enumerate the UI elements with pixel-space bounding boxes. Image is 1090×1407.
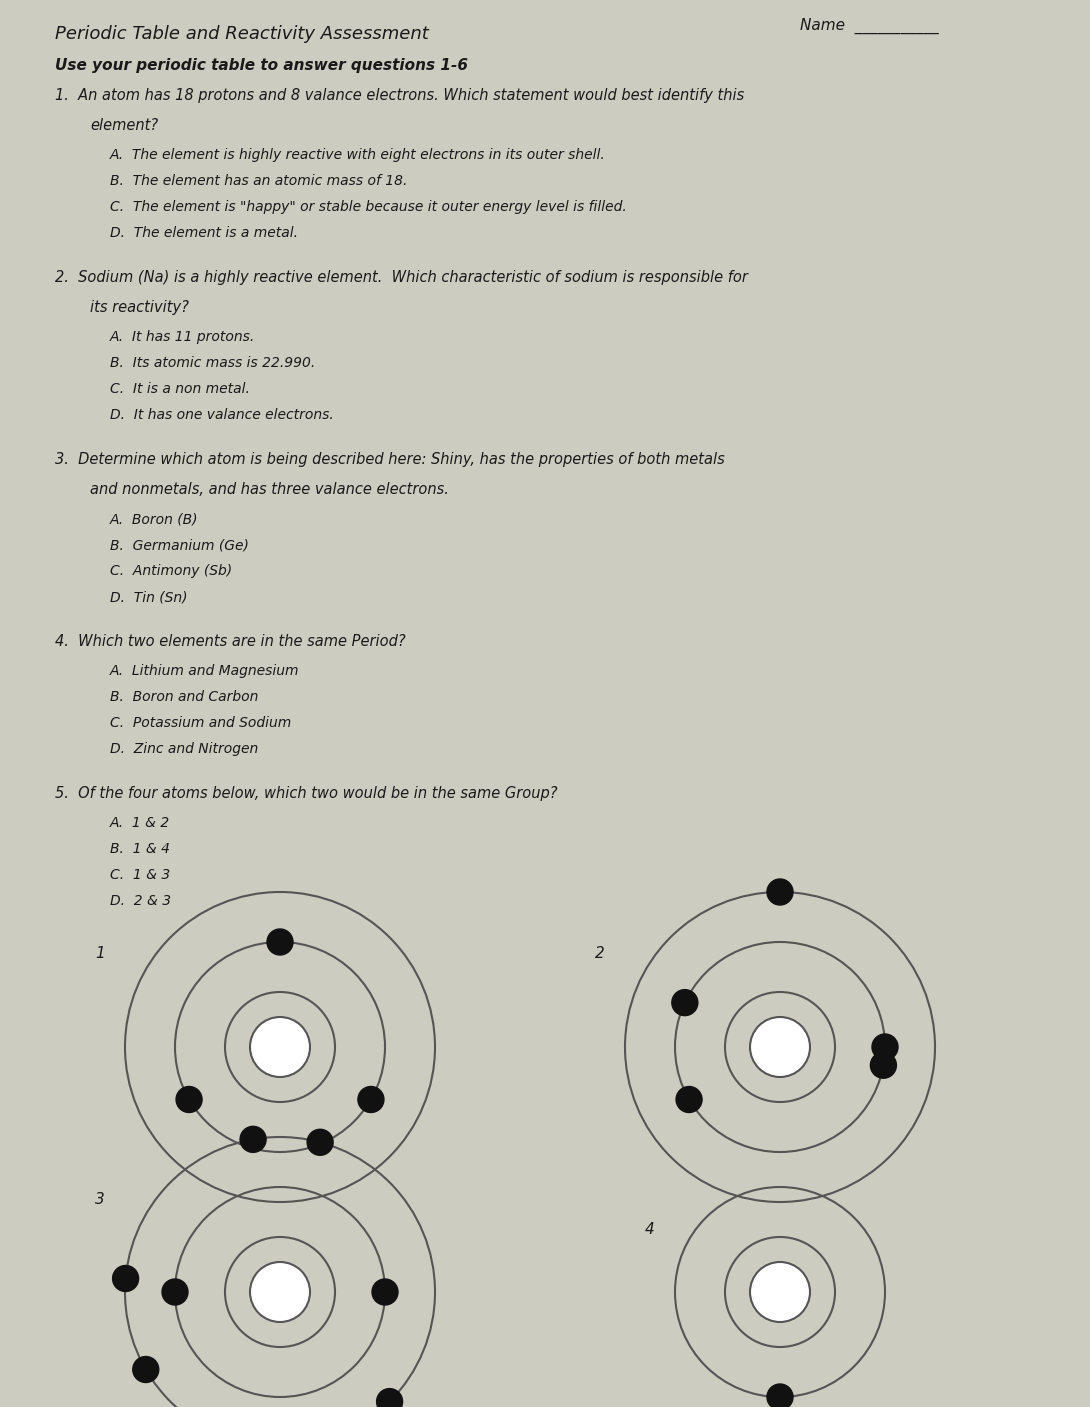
Text: 5.  Of the four atoms below, which two would be in the same Group?: 5. Of the four atoms below, which two wo… [54, 787, 557, 801]
Text: 3: 3 [95, 1192, 105, 1206]
Circle shape [112, 1265, 138, 1292]
Circle shape [358, 1086, 384, 1113]
Circle shape [240, 1127, 266, 1152]
Circle shape [162, 1279, 187, 1306]
Circle shape [250, 1262, 310, 1323]
Text: Use your periodic table to answer questions 1-6: Use your periodic table to answer questi… [54, 58, 468, 73]
Text: A.  The element is highly reactive with eight electrons in its outer shell.: A. The element is highly reactive with e… [110, 148, 606, 162]
Circle shape [250, 1017, 310, 1076]
Circle shape [750, 1262, 810, 1323]
Text: B.  1 & 4: B. 1 & 4 [110, 841, 170, 855]
Circle shape [671, 989, 698, 1016]
Circle shape [767, 1384, 794, 1407]
Circle shape [267, 929, 293, 955]
Circle shape [307, 1130, 334, 1155]
Circle shape [750, 1017, 810, 1076]
Text: B.  Germanium (Ge): B. Germanium (Ge) [110, 537, 249, 552]
Text: D.  2 & 3: D. 2 & 3 [110, 893, 171, 908]
Text: B.  Boron and Carbon: B. Boron and Carbon [110, 689, 258, 704]
Text: D.  The element is a metal.: D. The element is a metal. [110, 227, 298, 241]
Circle shape [871, 1052, 896, 1078]
Circle shape [377, 1389, 402, 1407]
Circle shape [133, 1356, 159, 1383]
Text: 1: 1 [95, 947, 105, 961]
Text: C.  It is a non metal.: C. It is a non metal. [110, 381, 250, 395]
Text: and nonmetals, and has three valance electrons.: and nonmetals, and has three valance ele… [90, 483, 449, 497]
Text: B.  Its atomic mass is 22.990.: B. Its atomic mass is 22.990. [110, 356, 315, 370]
Text: Name  ___________: Name ___________ [800, 18, 938, 34]
Text: A.  1 & 2: A. 1 & 2 [110, 816, 170, 830]
Text: Periodic Table and Reactivity Assessment: Periodic Table and Reactivity Assessment [54, 25, 428, 44]
Text: C.  Potassium and Sodium: C. Potassium and Sodium [110, 716, 291, 730]
Text: C.  The element is "happy" or stable because it outer energy level is filled.: C. The element is "happy" or stable beca… [110, 200, 627, 214]
Text: A.  Boron (B): A. Boron (B) [110, 512, 198, 526]
Text: its reactivity?: its reactivity? [90, 300, 189, 315]
Text: 2: 2 [595, 947, 605, 961]
Text: C.  1 & 3: C. 1 & 3 [110, 868, 170, 882]
Circle shape [177, 1086, 202, 1113]
Text: D.  It has one valance electrons.: D. It has one valance electrons. [110, 408, 334, 422]
Text: B.  The element has an atomic mass of 18.: B. The element has an atomic mass of 18. [110, 174, 408, 189]
Text: 3.  Determine which atom is being described here: Shiny, has the properties of b: 3. Determine which atom is being describ… [54, 452, 725, 467]
Text: 4: 4 [645, 1221, 655, 1237]
Text: element?: element? [90, 118, 158, 134]
Text: A.  Lithium and Magnesium: A. Lithium and Magnesium [110, 664, 300, 678]
Text: D.  Tin (Sn): D. Tin (Sn) [110, 590, 187, 604]
Circle shape [372, 1279, 398, 1306]
Text: A.  It has 11 protons.: A. It has 11 protons. [110, 331, 255, 343]
Text: 2.  Sodium (Na) is a highly reactive element.  Which characteristic of sodium is: 2. Sodium (Na) is a highly reactive elem… [54, 270, 748, 286]
Circle shape [872, 1034, 898, 1059]
Circle shape [767, 879, 794, 905]
Text: D.  Zinc and Nitrogen: D. Zinc and Nitrogen [110, 741, 258, 756]
Text: 4.  Which two elements are in the same Period?: 4. Which two elements are in the same Pe… [54, 635, 405, 649]
Circle shape [676, 1086, 702, 1113]
Text: 1.  An atom has 18 protons and 8 valance electrons. Which statement would best i: 1. An atom has 18 protons and 8 valance … [54, 89, 744, 103]
Text: C.  Antimony (Sb): C. Antimony (Sb) [110, 564, 232, 578]
